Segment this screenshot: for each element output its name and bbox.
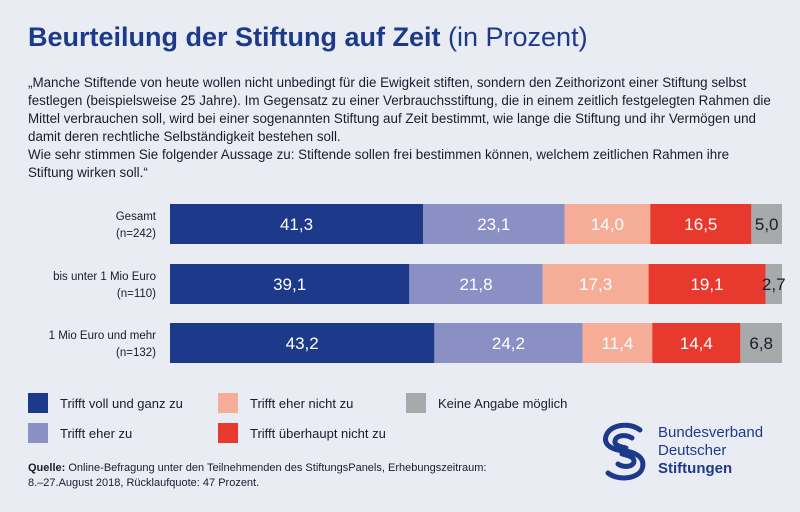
chart-title-main: Beurteilung der Stiftung auf Zeit bbox=[28, 22, 441, 52]
legend-item: Trifft voll und ganz zu bbox=[28, 393, 183, 413]
bar-value-label: 43,2 bbox=[286, 334, 319, 353]
bar-value-label: 19,1 bbox=[690, 275, 723, 294]
bar-value-label: 6,8 bbox=[749, 334, 773, 353]
category-label: Gesamt bbox=[116, 211, 157, 223]
survey-question: „Manche Stiftende von heute wollen nicht… bbox=[28, 74, 776, 182]
chart-legend: Trifft voll und ganz zu Trifft eher zu Tri… bbox=[28, 393, 628, 453]
legend-swatch bbox=[218, 423, 238, 443]
legend-label: Keine Angabe möglich bbox=[438, 395, 568, 411]
legend-swatch bbox=[406, 393, 426, 413]
legend-label: Trifft überhaupt nicht zu bbox=[250, 425, 386, 441]
bar-value-label: 16,5 bbox=[684, 215, 717, 234]
legend-swatch bbox=[28, 393, 48, 413]
bar-segment bbox=[170, 264, 410, 304]
bar-value-label: 2,7 bbox=[762, 275, 786, 294]
quote-paragraph-1: „Manche Stiftende von heute wollen nicht… bbox=[28, 75, 771, 144]
category-label: bis unter 1 Mio Euro bbox=[53, 271, 156, 283]
bar-segment bbox=[542, 264, 649, 304]
bar-segment bbox=[652, 323, 741, 363]
legend-swatch bbox=[218, 393, 238, 413]
source-label: Quelle: bbox=[28, 462, 66, 474]
bar-segment bbox=[170, 204, 424, 244]
bar-value-label: 17,3 bbox=[579, 275, 612, 294]
chart-title: Beurteilung der Stiftung auf Zeit (in Pr… bbox=[28, 22, 588, 53]
bar-value-label: 5,0 bbox=[755, 215, 779, 234]
legend-label: Trifft eher nicht zu bbox=[250, 395, 354, 411]
logo-text: Bundesverband Deutscher Stiftungen bbox=[658, 424, 763, 478]
bar-segment bbox=[582, 323, 653, 363]
bar-segment bbox=[170, 323, 435, 363]
bar-segment bbox=[751, 204, 782, 244]
bar-segment bbox=[423, 204, 565, 244]
bar-value-label: 23,1 bbox=[477, 215, 510, 234]
category-n-label: (n=242) bbox=[116, 228, 156, 240]
bar-segment bbox=[740, 323, 782, 363]
bar-segment bbox=[434, 323, 583, 363]
logo-line-2: Deutscher bbox=[658, 442, 727, 459]
bundesverband-logo: Bundesverband Deutscher Stiftungen bbox=[596, 420, 776, 490]
bar-segment bbox=[564, 204, 651, 244]
legend-swatch bbox=[28, 423, 48, 443]
legend-label: Trifft voll und ganz zu bbox=[60, 395, 183, 411]
bar-value-label: 24,2 bbox=[492, 334, 525, 353]
quote-paragraph-2: Wie sehr stimmen Sie folgender Aussage z… bbox=[28, 147, 730, 180]
bar-value-label: 39,1 bbox=[273, 275, 306, 294]
category-label: 1 Mio Euro und mehr bbox=[49, 330, 157, 342]
bundesverband-logo-icon bbox=[603, 422, 646, 481]
legend-item: Keine Angabe möglich bbox=[406, 393, 567, 413]
bar-value-label: 41,3 bbox=[280, 215, 313, 234]
legend-label: Trifft eher zu bbox=[60, 425, 133, 441]
source-note: Quelle: Online-Befragung unter den Teiln… bbox=[28, 461, 488, 491]
bar-value-label: 21,8 bbox=[459, 275, 492, 294]
legend-item: Trifft überhaupt nicht zu bbox=[218, 423, 386, 443]
bar-segment bbox=[765, 264, 782, 304]
legend-item: Trifft eher nicht zu bbox=[218, 393, 353, 413]
category-n-label: (n=132) bbox=[116, 347, 156, 359]
category-n-label: (n=110) bbox=[117, 288, 156, 300]
source-text: Online-Befragung unter den Teilnehmenden… bbox=[28, 462, 487, 489]
bar-value-label: 14,0 bbox=[591, 215, 624, 234]
bar-value-label: 14,4 bbox=[680, 334, 713, 353]
bar-segment bbox=[409, 264, 543, 304]
logo-line-1: Bundesverband bbox=[658, 424, 764, 441]
bar-segment bbox=[648, 264, 766, 304]
bar-value-label: 11,4 bbox=[601, 334, 633, 353]
chart-title-unit: (in Prozent) bbox=[448, 22, 588, 52]
legend-item: Trifft eher zu bbox=[28, 423, 132, 443]
bar-segment bbox=[650, 204, 752, 244]
logo-line-3: Stiftungen bbox=[658, 460, 733, 477]
